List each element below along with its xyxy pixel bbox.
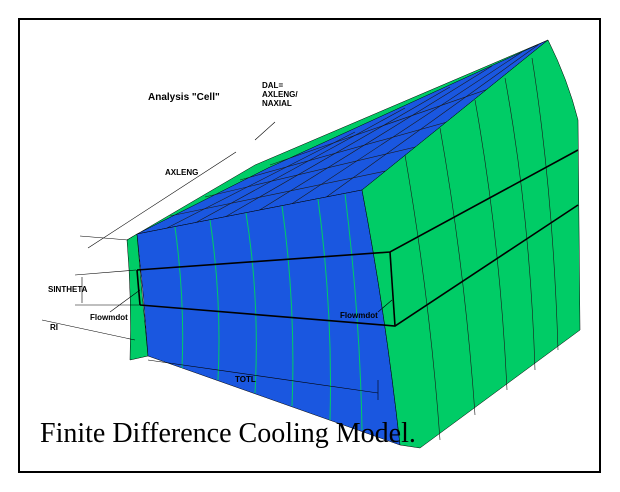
dal-label: AXLENG/ <box>262 90 298 99</box>
dimension-lines <box>41 121 393 400</box>
sintheta-label: SINTHETA <box>48 285 88 294</box>
cell-outline <box>136 149 579 327</box>
caption: Finite Difference Cooling Model. <box>40 418 416 449</box>
right-grid <box>404 57 559 441</box>
dal-label: NAXIAL <box>262 99 292 108</box>
top-grid <box>164 44 539 230</box>
axleng-label: AXLENG <box>165 168 198 177</box>
ri-label: RI <box>50 323 58 332</box>
totl-label: TOTL <box>235 375 256 384</box>
front-grid <box>174 193 363 431</box>
flowmdot-label: Flowmdot <box>90 313 128 322</box>
figure-frame <box>18 18 601 473</box>
right-face <box>361 39 581 449</box>
flowmdot-label: Flowmdot <box>340 311 378 320</box>
dal-label: DAL= <box>262 81 283 90</box>
title-label: Analysis "Cell" <box>148 92 220 103</box>
